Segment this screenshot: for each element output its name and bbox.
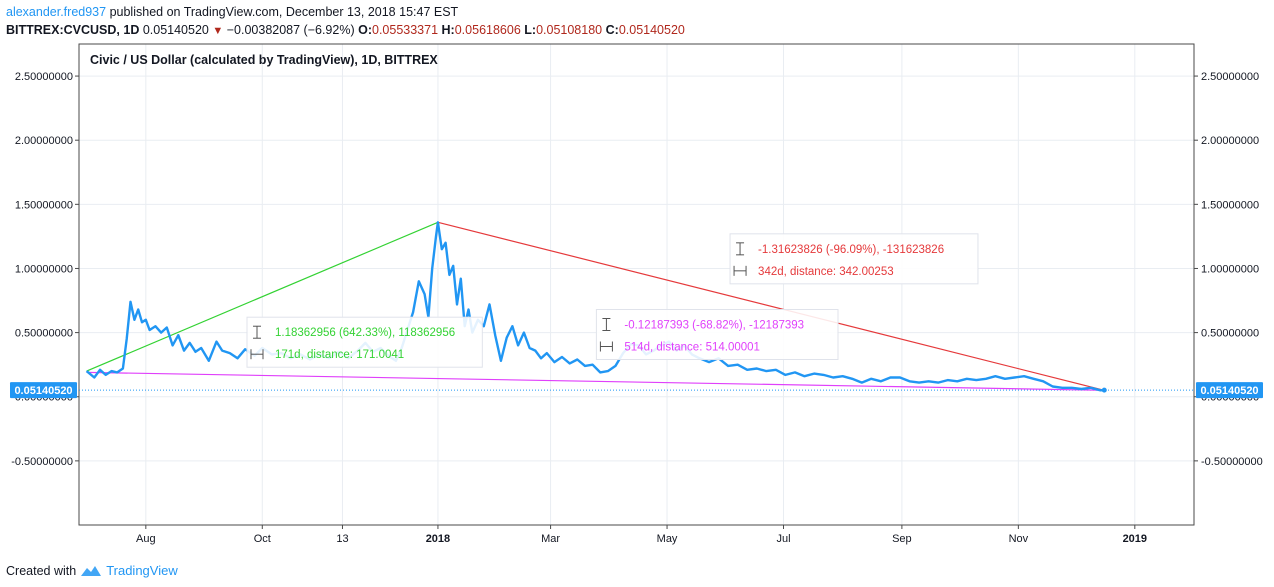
last-price-text-right: 0.05140520 bbox=[1200, 385, 1258, 397]
open-value: 0.05533371 bbox=[372, 23, 439, 37]
last-price-badge-right: 0.05140520 bbox=[1196, 382, 1263, 399]
horizontal-measure-icon bbox=[599, 341, 613, 352]
y-tick-label-right: -0.50000000 bbox=[1201, 456, 1263, 468]
annotation-price-text: -1.31623826 (-96.09%), -131623826 bbox=[758, 244, 944, 256]
plot-frame bbox=[78, 43, 1195, 526]
horizontal-measure-icon bbox=[250, 349, 264, 360]
open-label: O: bbox=[358, 23, 372, 37]
close-label: C: bbox=[605, 23, 619, 37]
author-link[interactable]: alexander.fred937 bbox=[6, 5, 107, 19]
price-series-line bbox=[85, 221, 1105, 392]
y-tick-label-right: 0.50000000 bbox=[1201, 328, 1259, 340]
trend-lines bbox=[86, 221, 1107, 393]
chart-grid bbox=[79, 44, 1194, 525]
down-arrow-icon: ▼ bbox=[212, 25, 224, 37]
annotation-box bbox=[246, 316, 483, 368]
measure-annotations: 1.18362956 (642.33%), 118362956 171d, dis… bbox=[246, 233, 979, 368]
y-tick-label-left: 2.50000000 bbox=[15, 71, 73, 83]
y-tick-label-left: 0.50000000 bbox=[15, 328, 73, 340]
trend-line-uptrend bbox=[86, 221, 439, 372]
publish-line: alexander.fred937 published on TradingVi… bbox=[6, 5, 458, 19]
y-axis-right: 2.50000000 2.00000000 1.50000000 1.00000000… bbox=[1194, 71, 1263, 468]
ohlc-line: BITTREX:CVCUSD, 1D 0.05140520 ▼ −0.00382… bbox=[6, 23, 685, 37]
x-tick-label: 2019 bbox=[1123, 533, 1147, 545]
vertical-measure-icon bbox=[602, 318, 611, 332]
x-tick-label: 2018 bbox=[426, 533, 450, 545]
annotation-box bbox=[729, 233, 979, 285]
annotation-box bbox=[595, 309, 839, 361]
x-tick-label: Aug bbox=[136, 533, 156, 545]
annotation-time-text: 342d, distance: 342.00253 bbox=[758, 266, 894, 278]
vertical-measure-icon bbox=[736, 242, 745, 256]
x-axis: Aug Oct 13 2018 Mar May Jul Sep Nov 2019 bbox=[136, 525, 1147, 545]
annotation-price-text: 1.18362956 (642.33%), 118362956 bbox=[275, 327, 455, 339]
x-tick-label: Sep bbox=[892, 533, 912, 545]
y-tick-label-right: 2.00000000 bbox=[1201, 135, 1259, 147]
y-tick-label-right: 1.00000000 bbox=[1201, 263, 1259, 275]
y-tick-label-right: 2.50000000 bbox=[1201, 71, 1259, 83]
support-measure-label: -0.12187393 (-68.82%), -12187393 514d, di… bbox=[595, 309, 839, 361]
annotation-time-text: 171d, distance: 171.0041 bbox=[275, 349, 404, 361]
x-tick-label: Jul bbox=[776, 533, 790, 545]
high-label: H: bbox=[441, 23, 455, 37]
y-axis-left: 2.50000000 2.00000000 1.50000000 1.00000000… bbox=[11, 71, 79, 468]
y-tick-label-left: -0.50000000 bbox=[11, 456, 73, 468]
y-tick-label-left: 1.50000000 bbox=[15, 199, 73, 211]
trend-line-support bbox=[86, 371, 1105, 391]
last-price-badges: 0.05140520 0.05140520 bbox=[10, 382, 1263, 399]
close-value: 0.05140520 bbox=[618, 23, 685, 37]
low-value: 0.05108180 bbox=[536, 23, 603, 37]
y-tick-label-left: 1.00000000 bbox=[15, 263, 73, 275]
high-value: 0.05618606 bbox=[454, 23, 521, 37]
x-tick-label: 13 bbox=[336, 533, 348, 545]
footer: Created with TradingView bbox=[6, 563, 178, 578]
x-tick-label: Oct bbox=[254, 533, 271, 545]
downtrend-measure-label: -1.31623826 (-96.09%), -131623826 342d, d… bbox=[729, 233, 979, 285]
chart-title: Civic / US Dollar (calculated by Trading… bbox=[90, 53, 438, 67]
change-value: −0.00382087 (−6.92%) bbox=[226, 23, 355, 37]
last-price: 0.05140520 bbox=[142, 23, 209, 37]
annotation-time-text: 514d, distance: 514.00001 bbox=[624, 342, 760, 354]
x-tick-label: Mar bbox=[541, 533, 560, 545]
created-with-text: Created with bbox=[6, 563, 77, 578]
horizontal-measure-icon bbox=[733, 265, 747, 276]
uptrend-measure-label: 1.18362956 (642.33%), 118362956 171d, dis… bbox=[246, 316, 483, 368]
y-tick-label-right: 1.50000000 bbox=[1201, 199, 1259, 211]
x-tick-label: May bbox=[657, 533, 678, 545]
vertical-measure-icon bbox=[253, 325, 262, 339]
published-text: published on TradingView.com, December 1… bbox=[109, 5, 459, 19]
tradingview-logo-icon bbox=[81, 565, 102, 576]
trend-line-downtrend bbox=[437, 221, 1105, 391]
x-tick-label: Nov bbox=[1009, 533, 1029, 545]
y-tick-label-left: 2.00000000 bbox=[15, 135, 73, 147]
low-label: L: bbox=[524, 23, 537, 37]
tradingview-brand-link[interactable]: TradingView bbox=[106, 563, 178, 578]
annotation-price-text: -0.12187393 (-68.82%), -12187393 bbox=[624, 320, 804, 332]
last-price-badge-left: 0.05140520 bbox=[10, 382, 77, 399]
last-price-text-left: 0.05140520 bbox=[14, 385, 72, 397]
symbol-label: BITTREX:CVCUSD, 1D bbox=[6, 23, 140, 37]
